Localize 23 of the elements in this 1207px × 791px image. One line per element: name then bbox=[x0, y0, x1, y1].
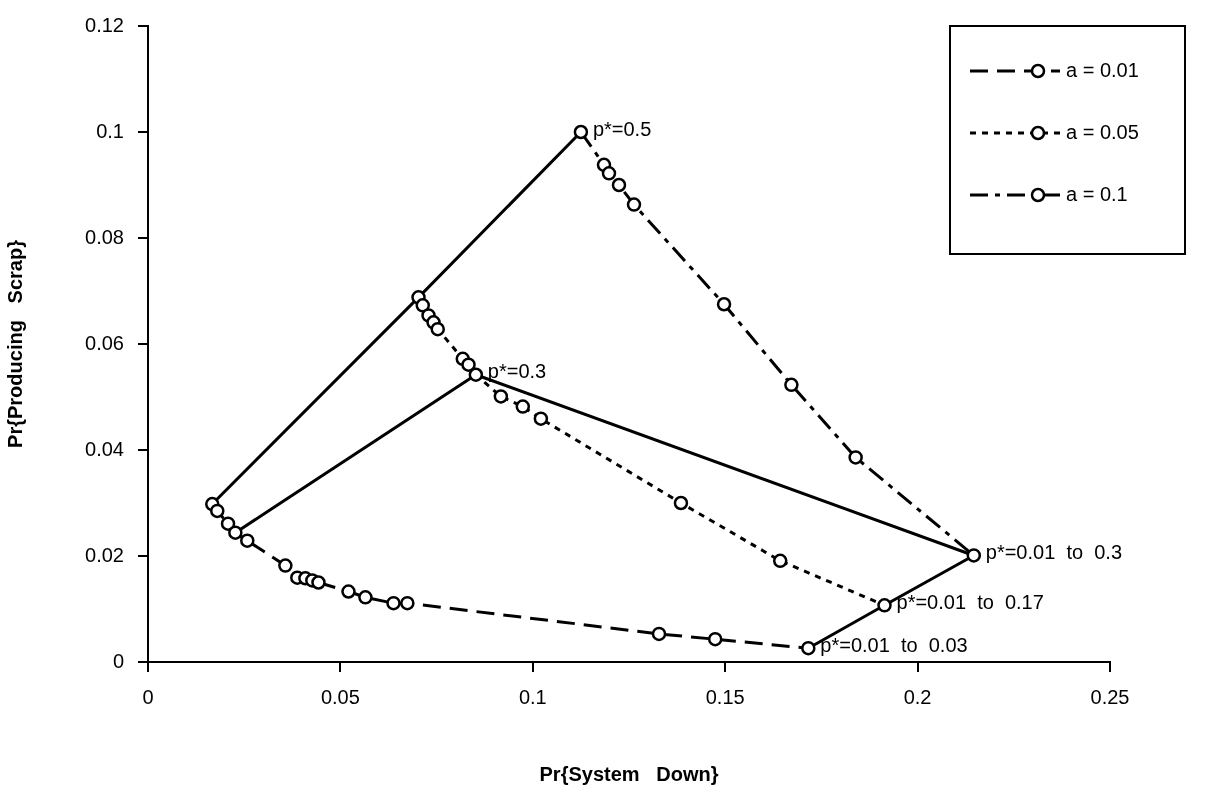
legend-label: a = 0.05 bbox=[1066, 120, 1139, 143]
legend-label: a = 0.01 bbox=[1066, 58, 1139, 81]
x-tick-label: 0.15 bbox=[705, 685, 745, 708]
legend-label: a = 0.1 bbox=[1066, 182, 1128, 205]
x-tick-label: 0.1 bbox=[518, 685, 547, 708]
x-axis-title: Pr{System Down} bbox=[539, 762, 719, 785]
y-tick-label: 0.06 bbox=[85, 331, 124, 354]
y-axis-title: Pr{Producing Scrap} bbox=[3, 239, 26, 448]
x-tick-label: 0.25 bbox=[1090, 685, 1130, 708]
y-tick-label: 0.08 bbox=[85, 225, 124, 248]
y-tick-label: 0 bbox=[112, 649, 124, 672]
y-tick-label: 0.04 bbox=[85, 437, 124, 460]
annotation: p*=0.01 to 0.03 bbox=[820, 633, 968, 656]
annotation: p*=0.01 to 0.17 bbox=[896, 590, 1044, 613]
y-tick-label: 0.1 bbox=[96, 119, 124, 142]
annotation: p*=0.01 to 0.3 bbox=[985, 540, 1123, 563]
y-tick-label: 0.12 bbox=[85, 13, 124, 36]
y-tick-label: 0.02 bbox=[85, 543, 124, 566]
annotation: p*=0.3 bbox=[487, 360, 547, 383]
x-tick-label: 0.05 bbox=[320, 685, 360, 708]
x-tick-label: 0.2 bbox=[903, 685, 932, 708]
annotation: p*=0.5 bbox=[592, 117, 652, 140]
x-tick-label: 0 bbox=[142, 685, 154, 708]
